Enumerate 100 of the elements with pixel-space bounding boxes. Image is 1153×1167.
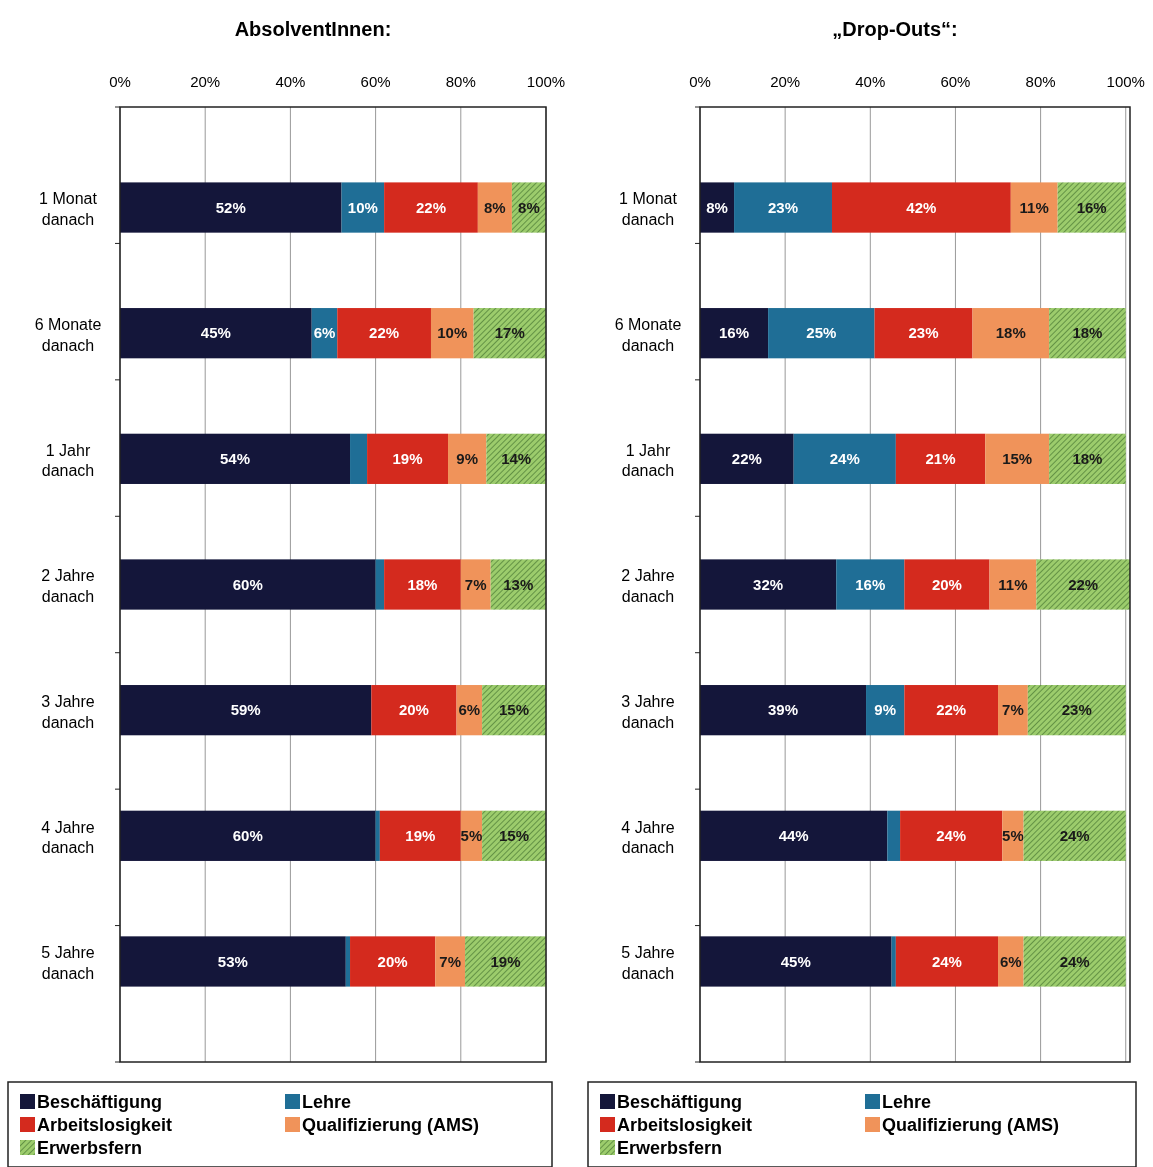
x-tick-label: 20%	[770, 73, 801, 90]
data-label: 25%	[806, 324, 837, 342]
bar	[972, 308, 1050, 359]
bar	[895, 433, 986, 484]
legend-label: Qualifizierung (AMS)	[882, 1115, 1059, 1136]
x-tick-label: 20%	[190, 73, 221, 90]
y-tick-label: 6 Monate danach	[34, 315, 102, 354]
data-label: 8%	[484, 198, 506, 216]
bar	[891, 936, 896, 987]
x-tick-label: 0%	[689, 73, 711, 90]
bar	[836, 559, 905, 610]
data-label: 60%	[232, 827, 263, 845]
bar	[120, 936, 346, 987]
x-tick-label: 100%	[1106, 73, 1145, 90]
bar	[371, 685, 457, 736]
data-label: 45%	[200, 324, 231, 342]
data-label: 23%	[1061, 701, 1092, 719]
bar	[700, 810, 888, 861]
bar	[120, 810, 376, 861]
bar	[1027, 685, 1126, 736]
bar	[998, 685, 1028, 736]
bar	[1049, 433, 1126, 484]
y-tick-label: 5 Jahre danach	[41, 944, 95, 983]
bar	[482, 810, 546, 861]
data-label: 22%	[369, 324, 400, 342]
data-label: 9%	[874, 701, 897, 719]
bar	[900, 810, 1003, 861]
data-label: 42%	[906, 198, 937, 216]
y-tick-label: 5 Jahre danach	[621, 944, 675, 983]
bar	[430, 308, 474, 359]
bar	[379, 810, 461, 861]
bar	[120, 308, 312, 359]
chart-title: AbsolventInnen:	[234, 18, 392, 40]
x-tick-label: 80%	[445, 73, 476, 90]
x-tick-label: 60%	[360, 73, 391, 90]
y-tick-label: 1 Monat danach	[619, 190, 678, 229]
data-label: 23%	[768, 198, 799, 216]
bar	[985, 433, 1050, 484]
data-label: 16%	[1076, 198, 1107, 216]
y-tick-label: 6 Monate danach	[614, 315, 682, 354]
data-label: 22%	[1068, 575, 1099, 593]
bar	[700, 936, 892, 987]
data-label: 7%	[439, 952, 461, 970]
bar	[473, 308, 546, 359]
data-label: 54%	[220, 450, 251, 468]
bar	[375, 559, 385, 610]
data-label: 19%	[392, 450, 423, 468]
bar	[768, 308, 875, 359]
data-label: 17%	[494, 324, 525, 342]
data-label: 7%	[464, 575, 487, 593]
legend-label: Erwerbsfern	[37, 1138, 143, 1159]
bar	[435, 936, 466, 987]
bar	[874, 308, 973, 359]
y-tick-label: 2 Jahre danach	[41, 567, 95, 606]
data-label: 32%	[753, 575, 784, 593]
x-tick-label: 40%	[855, 73, 886, 90]
data-label: 10%	[437, 324, 468, 342]
data-label: 7%	[1002, 701, 1024, 719]
data-label: 19%	[405, 827, 436, 845]
data-label: 22%	[936, 701, 967, 719]
data-label: 6%	[313, 324, 336, 342]
x-tick-label: 100%	[526, 73, 566, 90]
x-tick-label: 40%	[275, 73, 306, 90]
bar	[700, 559, 837, 610]
bar	[904, 559, 990, 610]
data-label: 11%	[1019, 198, 1049, 216]
bar	[866, 685, 905, 736]
data-label: 16%	[855, 575, 886, 593]
bar	[460, 559, 491, 610]
x-tick-label: 60%	[940, 73, 971, 90]
legend-label: Beschäftigung	[617, 1092, 743, 1113]
bar	[384, 182, 478, 233]
data-label: 19%	[490, 952, 521, 970]
y-tick-label: 1 Monat danach	[39, 190, 98, 229]
bar	[448, 433, 487, 484]
data-label: 18%	[995, 324, 1026, 342]
data-label: 5%	[1002, 827, 1024, 845]
bar	[120, 182, 342, 233]
data-label: 20%	[377, 952, 408, 970]
x-tick-label: 0%	[109, 73, 131, 90]
bar	[465, 936, 546, 987]
bar	[895, 936, 999, 987]
data-label: 53%	[217, 952, 248, 970]
data-label: 15%	[499, 701, 530, 719]
data-label: 24%	[931, 952, 962, 970]
data-label: 21%	[925, 450, 956, 468]
bar	[998, 936, 1024, 987]
data-label: 5%	[460, 827, 483, 845]
legend-label: Lehre	[302, 1092, 352, 1113]
data-label: 6%	[999, 952, 1022, 970]
data-label: 23%	[908, 324, 939, 342]
bar	[700, 308, 769, 359]
bar	[904, 685, 999, 736]
legend-label: Arbeitslosigkeit	[617, 1115, 753, 1136]
y-tick-label: 4 Jahre danach	[41, 818, 95, 857]
legend-label: Lehre	[882, 1092, 932, 1113]
bar	[477, 182, 512, 233]
legend-label: Qualifizierung (AMS)	[302, 1115, 479, 1136]
data-label: 59%	[230, 701, 261, 719]
bar	[384, 559, 461, 610]
